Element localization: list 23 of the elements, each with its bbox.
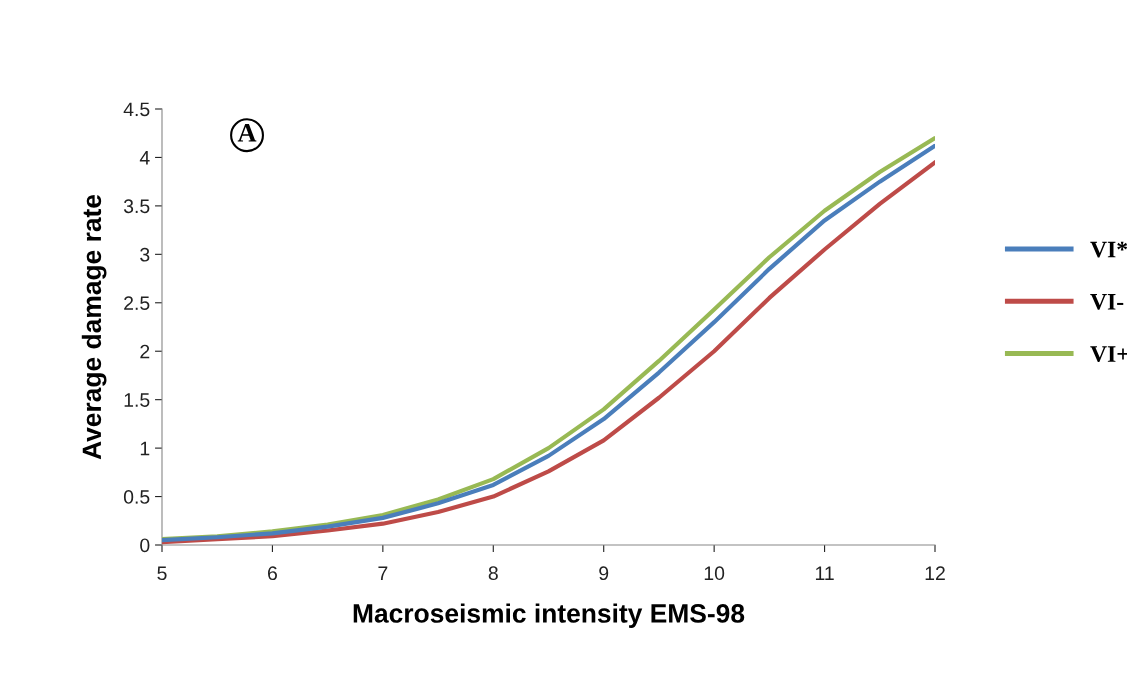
- x-axis-title: Macroseismic intensity EMS-98: [353, 603, 745, 628]
- y-tick-label: 1: [140, 441, 150, 456]
- x-tick-label: 9: [599, 566, 609, 581]
- y-tick-label: 4: [139, 151, 150, 165]
- x-tick-label: 10: [704, 566, 725, 581]
- annotation: A: [237, 124, 257, 142]
- y-tick-label: 2: [140, 344, 150, 359]
- y-tick-label: 1.5: [124, 393, 150, 407]
- y-tick-label: 3.5: [123, 199, 150, 214]
- x-tick-label: 8: [488, 566, 498, 581]
- x-tick-label: 12: [925, 566, 945, 580]
- y-tick-label: 0: [140, 538, 150, 553]
- x-tick-label: 6: [268, 566, 277, 581]
- legend-label: VI-: [1090, 294, 1124, 310]
- legend-label: VI*: [1090, 241, 1127, 258]
- y-tick-label: 4.5: [123, 102, 150, 117]
- y-tick-label: 3: [140, 247, 150, 262]
- x-tick-label: 5: [157, 566, 167, 581]
- x-tick-label: 11: [815, 566, 834, 580]
- y-axis-title: Average damage rate: [81, 194, 107, 460]
- x-tick-label: 7: [378, 566, 388, 580]
- y-tick-label: 2.5: [124, 296, 150, 311]
- y-tick-label: 0.5: [123, 490, 150, 504]
